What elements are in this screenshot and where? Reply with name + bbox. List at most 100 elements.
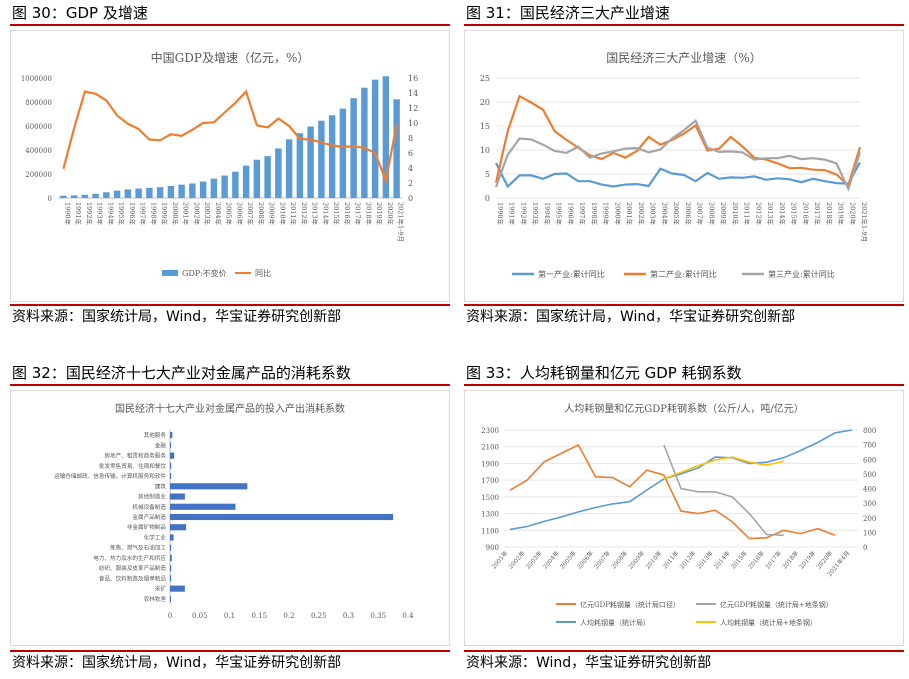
x-tick-label: 2012年 [754, 202, 763, 226]
x-tick-label: 1991年 [508, 202, 517, 226]
bar [242, 165, 250, 198]
bar [170, 554, 172, 562]
series-line-1 [663, 444, 784, 537]
legend-label: 亿元GDP耗钢量（统计局口径） [580, 600, 680, 609]
x-tick-label: 2007年 [246, 202, 255, 226]
x-tick-label: 2002年 [192, 202, 201, 226]
y-tick-label: 25 [480, 74, 490, 83]
y2-tick-label: 12 [408, 104, 418, 113]
x-tick-label: 1995年 [555, 202, 564, 226]
legend-label: 人均耗钢量（统计局） [580, 618, 650, 627]
bar [170, 462, 172, 469]
x-tick-label: 2017年 [813, 202, 822, 226]
chart-area: 国民经济三大产业增速（%） 0 5 10 15 20 25 1990年 1991年 1992年 19… [464, 30, 904, 302]
category-label: 运输仓储邮政、信息传输、计算机服务和软件 [54, 472, 166, 480]
x-tick-label: 2011年 [289, 202, 298, 226]
series-line-2 [494, 118, 862, 192]
bar [170, 493, 185, 500]
series-line-2 [509, 429, 853, 531]
category-label: 化学工业 [144, 533, 167, 541]
x-tick-label: 2004年 [660, 202, 669, 226]
category-label: 批发零售贸易、住宿和餐饮 [99, 462, 167, 470]
category-label: 机械设备制造 [132, 503, 166, 511]
x-tick-label: 2011年 [743, 202, 752, 226]
y-tick-label: 2300 [481, 427, 499, 435]
caption: 图 31：国民经济三大产业增速 [464, 0, 904, 26]
bar [170, 544, 172, 551]
bar [170, 524, 187, 531]
y-tick-label: 2100 [481, 444, 499, 452]
y-tick-label: 5 [485, 170, 490, 179]
x-tick-label: 0.1 [224, 612, 235, 620]
x-tick-label: 2003年 [649, 202, 658, 226]
legend-label: 人均耗钢量（统计局+地条钢） [720, 618, 817, 627]
source-note: 资料来源：国家统计局，Wind，华宝证券研究创新部 [10, 650, 450, 674]
y2-tick-label: 100 [863, 529, 876, 537]
x-tick-label: 2013年 [311, 202, 320, 226]
x-tick-label: 2014年 [778, 202, 787, 226]
x-tick-label: 1998年 [590, 202, 599, 226]
y-tick-label: 1100 [481, 527, 499, 535]
x-tick-label: 2009年 [268, 202, 277, 226]
x-tick-label: 2018年 [364, 202, 373, 226]
x-tick-label: 1993年 [531, 202, 540, 226]
bar [60, 195, 67, 198]
chart-area: 国民经济十七大产业对金属产品的投入产出消耗系数 其他服务 金融 房地产、租赁和商务服务… [10, 390, 450, 646]
y-tick-label: 15 [480, 122, 490, 131]
bar [156, 187, 164, 198]
x-tick-label: 2015年 [332, 202, 341, 226]
x-tick-label: 2014年 [321, 202, 330, 226]
y2-tick-label: 2 [408, 179, 413, 188]
bar [170, 503, 236, 510]
x-tick-label: 2001年 [182, 202, 191, 226]
category-label: 电力、热力及水的生产和供应 [93, 554, 166, 562]
x-tick-label: 2017年 [354, 202, 363, 226]
x-tick-label: 2008年 [257, 202, 266, 226]
x-tick-label: 0.4 [402, 612, 414, 620]
bar [124, 189, 132, 198]
x-tick-label: 2019年 [375, 202, 384, 226]
bar [170, 575, 172, 582]
x-tick-label: 1997年 [139, 202, 148, 226]
x-tick-label: 1991年 [74, 202, 83, 226]
category-label: 食品、饮料制造及烟草制品 [99, 574, 167, 582]
bar [318, 120, 325, 198]
category-label: 房地产、租赁和商务服务 [104, 452, 166, 460]
bar [170, 442, 171, 449]
series-line-3 [663, 456, 784, 480]
y2-tick-label: 500 [863, 471, 876, 479]
chart-title: 国民经济三大产业增速（%） [606, 50, 761, 65]
bar [275, 148, 282, 198]
chart-frame [464, 390, 904, 646]
bar [264, 156, 271, 198]
gdp-chart: 中国GDP及增速（亿元，%） 0 200000 400000 600000 800000 1… [10, 30, 450, 302]
bar [307, 126, 314, 198]
y-tick-label: 1700 [481, 477, 499, 485]
source-note: 资料来源：国家统计局，Wind，华宝证券研究创新部 [464, 304, 904, 328]
series-line-0 [509, 443, 836, 540]
y2-tick-label: 6 [408, 149, 413, 158]
bar [328, 115, 336, 198]
x-tick-label: 0.15 [251, 612, 267, 620]
x-tick-label: 1997年 [578, 202, 587, 226]
bar [221, 175, 228, 198]
x-tick-label: 2002年 [637, 202, 646, 226]
bar [210, 178, 218, 198]
chart-area: 人均耗钢量和亿元GDP耗钢系数（公斤/人，吨/亿元） 900 1100 1300 150… [464, 390, 904, 646]
y-tick-label: 800000 [25, 99, 52, 107]
y2-tick-label: 0 [408, 194, 413, 203]
chart-title: 中国GDP及增速（亿元，%） [151, 50, 310, 65]
bar [393, 99, 400, 198]
y-tick-label: 1900 [481, 460, 499, 468]
x-tick-label: 1999年 [602, 202, 611, 226]
bar [170, 534, 174, 541]
y-tick-label: 0 [48, 195, 52, 203]
x-tick-label: 2008年 [707, 202, 716, 226]
chart-frame [464, 30, 904, 302]
x-tick-label: 2007年 [696, 202, 705, 226]
bar [285, 139, 293, 198]
x-tick-label: 1995年 [117, 202, 126, 226]
y-tick-label: 200000 [25, 171, 52, 179]
y2-tick-label: 0 [863, 544, 867, 552]
x-tick-label: 2015年 [790, 202, 799, 226]
